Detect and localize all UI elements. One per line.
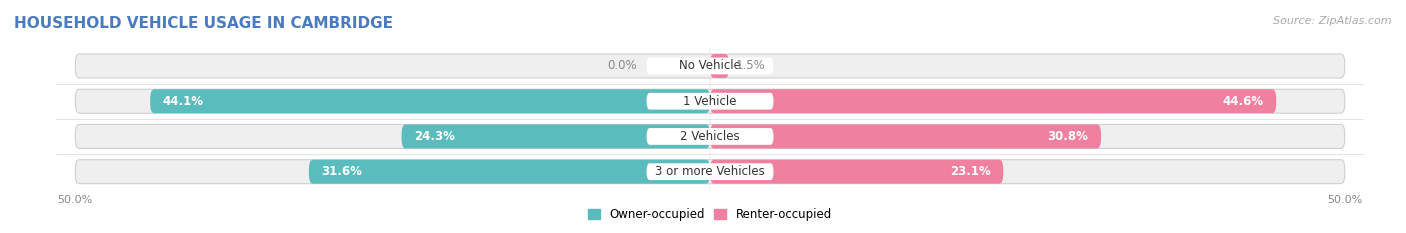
Text: 30.8%: 30.8% — [1047, 130, 1088, 143]
Text: 44.6%: 44.6% — [1222, 95, 1264, 108]
FancyBboxPatch shape — [647, 58, 773, 74]
FancyBboxPatch shape — [647, 163, 773, 180]
Text: 31.6%: 31.6% — [322, 165, 363, 178]
FancyBboxPatch shape — [647, 128, 773, 145]
FancyBboxPatch shape — [150, 89, 710, 113]
Text: 1.5%: 1.5% — [735, 59, 765, 72]
Legend: Owner-occupied, Renter-occupied: Owner-occupied, Renter-occupied — [583, 203, 837, 226]
FancyBboxPatch shape — [710, 160, 1004, 184]
FancyBboxPatch shape — [710, 124, 1101, 148]
FancyBboxPatch shape — [710, 54, 730, 78]
Text: 24.3%: 24.3% — [415, 130, 456, 143]
Text: 2 Vehicles: 2 Vehicles — [681, 130, 740, 143]
FancyBboxPatch shape — [710, 89, 1277, 113]
FancyBboxPatch shape — [647, 93, 773, 110]
Text: 44.1%: 44.1% — [163, 95, 204, 108]
Text: 0.0%: 0.0% — [607, 59, 637, 72]
FancyBboxPatch shape — [76, 124, 1344, 148]
Text: 23.1%: 23.1% — [950, 165, 991, 178]
FancyBboxPatch shape — [76, 89, 1344, 113]
FancyBboxPatch shape — [402, 124, 710, 148]
FancyBboxPatch shape — [76, 160, 1344, 184]
Text: HOUSEHOLD VEHICLE USAGE IN CAMBRIDGE: HOUSEHOLD VEHICLE USAGE IN CAMBRIDGE — [14, 16, 394, 31]
FancyBboxPatch shape — [76, 54, 1344, 78]
Text: 3 or more Vehicles: 3 or more Vehicles — [655, 165, 765, 178]
Text: 1 Vehicle: 1 Vehicle — [683, 95, 737, 108]
FancyBboxPatch shape — [309, 160, 710, 184]
Text: No Vehicle: No Vehicle — [679, 59, 741, 72]
Text: Source: ZipAtlas.com: Source: ZipAtlas.com — [1274, 16, 1392, 26]
